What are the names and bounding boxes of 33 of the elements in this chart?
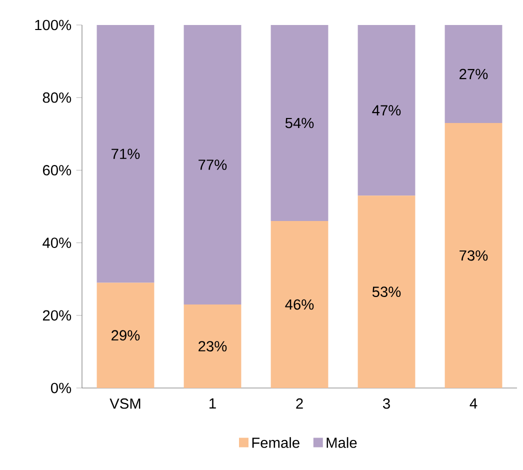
legend-label: Male: [326, 437, 357, 448]
data-label: 46%: [285, 299, 314, 310]
data-label: 23%: [198, 341, 227, 352]
data-label: 47%: [372, 105, 401, 116]
x-tick-label: 1: [210, 398, 216, 408]
data-label: 29%: [112, 330, 140, 341]
legend-label: Female: [252, 437, 300, 448]
x-tick-label: VSM: [110, 398, 140, 409]
x-tick-label: 2: [296, 398, 303, 409]
bar: [270, 24, 328, 222]
x-tick-label: 3: [382, 398, 390, 409]
bar: [96, 24, 154, 283]
bar: [358, 24, 416, 196]
y-tick-label: 80%: [42, 92, 72, 103]
bar: [270, 221, 328, 388]
data-label: 73%: [460, 250, 488, 261]
data-label: 54%: [285, 118, 314, 128]
y-tick-label: 0%: [50, 382, 72, 394]
x-tick-label: 4: [470, 398, 478, 408]
data-label: 77%: [198, 160, 227, 170]
bar: [444, 24, 502, 123]
bar: [184, 304, 242, 388]
bar: [184, 24, 242, 305]
y-tick-label: 100%: [35, 20, 72, 30]
data-label: 71%: [112, 148, 140, 159]
bar: [358, 196, 416, 388]
data-label: 27%: [460, 68, 488, 80]
y-tick-label: 20%: [42, 310, 72, 321]
bar: [96, 282, 154, 388]
data-label: 53%: [372, 286, 401, 297]
bar: [444, 123, 502, 388]
y-tick-label: 60%: [43, 165, 72, 176]
y-tick-label: 40%: [42, 238, 72, 248]
